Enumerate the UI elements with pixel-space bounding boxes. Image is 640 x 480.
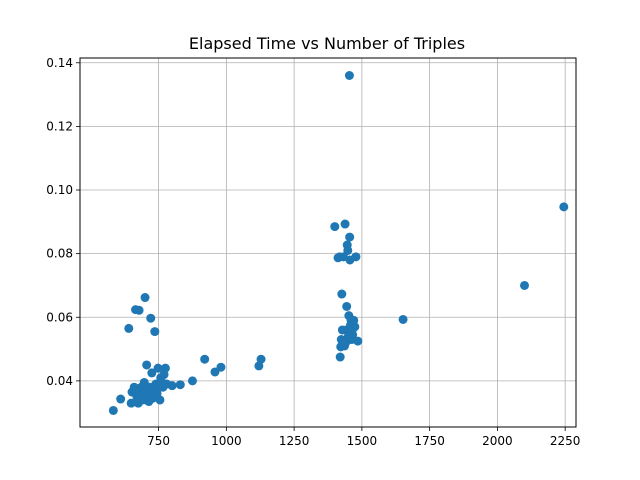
data-point	[142, 360, 152, 370]
data-point	[337, 289, 347, 299]
data-point	[167, 381, 177, 391]
data-point	[153, 363, 163, 373]
data-point	[160, 363, 170, 373]
x-tick-label: 1000	[211, 434, 242, 448]
data-point	[344, 70, 354, 80]
data-points	[108, 70, 569, 415]
x-tick-label: 1250	[279, 434, 310, 448]
data-point	[108, 405, 118, 415]
data-point	[398, 314, 408, 324]
data-point	[345, 232, 355, 242]
data-point	[335, 352, 345, 362]
data-point	[116, 394, 126, 404]
data-point	[155, 395, 165, 405]
data-point	[330, 222, 340, 232]
y-tick-label: 0.12	[46, 119, 73, 133]
data-point	[350, 322, 360, 332]
data-point	[175, 380, 185, 390]
data-point	[342, 301, 352, 311]
x-tick-label: 1500	[347, 434, 378, 448]
plot-area-frame	[79, 57, 577, 428]
data-point	[124, 323, 134, 333]
y-tick-label: 0.04	[46, 374, 73, 388]
chart-title: Elapsed Time vs Number of Triples	[189, 34, 465, 53]
data-point	[126, 398, 136, 408]
data-point	[129, 382, 139, 392]
grid-lines	[80, 58, 576, 427]
y-tick-label: 0.14	[46, 56, 73, 70]
x-tick-label: 750	[147, 434, 170, 448]
x-tick-label: 2250	[550, 434, 581, 448]
data-point	[187, 376, 197, 386]
x-tick-label: 1750	[414, 434, 445, 448]
data-point	[200, 354, 210, 364]
data-point	[216, 362, 226, 372]
data-point	[147, 368, 157, 378]
data-point	[353, 336, 363, 346]
data-point	[559, 202, 569, 212]
y-tick-label: 0.06	[46, 310, 73, 324]
data-point	[150, 327, 160, 337]
y-tick-label: 0.10	[46, 183, 73, 197]
x-tick-label: 2000	[482, 434, 513, 448]
data-point	[256, 354, 266, 364]
y-axis: 0.04 0.06 0.08 0.10 0.12 0.14	[46, 56, 80, 388]
data-point	[146, 313, 156, 323]
data-point	[340, 219, 350, 229]
data-point	[134, 305, 144, 315]
y-tick-label: 0.08	[46, 247, 73, 261]
data-point	[140, 293, 150, 303]
data-point	[343, 245, 353, 255]
data-point	[520, 280, 530, 290]
x-axis: 750 1000 1250 1500 1750 2000 2250	[147, 427, 580, 448]
data-point	[348, 330, 358, 340]
data-point	[351, 252, 361, 262]
